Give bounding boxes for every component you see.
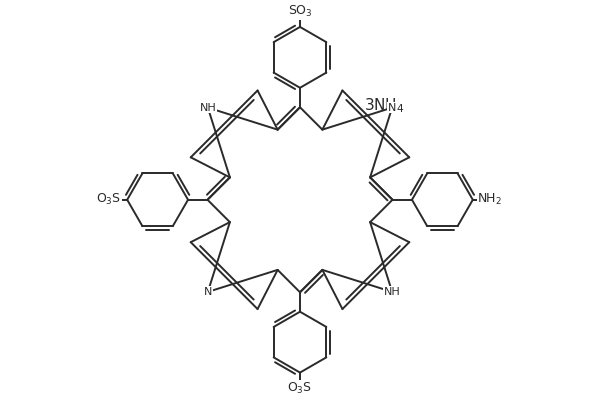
Text: NH: NH [384,287,401,297]
Text: O$_3$S: O$_3$S [97,192,121,207]
Text: O$_3$S: O$_3$S [287,381,313,396]
Text: SO$_3$: SO$_3$ [287,4,313,19]
Text: N: N [203,287,212,297]
Text: 3NH$_4$: 3NH$_4$ [364,96,404,115]
Text: NH$_2$: NH$_2$ [478,192,502,207]
Text: NH: NH [199,103,216,113]
Text: N: N [388,103,397,113]
